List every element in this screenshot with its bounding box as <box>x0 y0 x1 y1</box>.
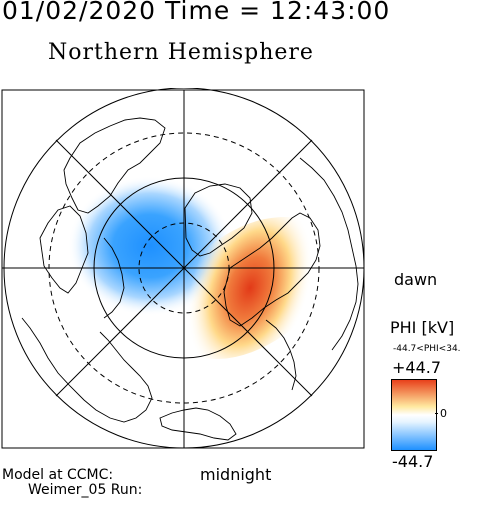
colorbar-zero-tick <box>435 413 438 414</box>
model-info: Model at CCMC: Weimer_05 Run: <box>2 468 142 498</box>
coastlines <box>21 117 359 441</box>
colorbar-max-label: +44.7 <box>392 358 442 377</box>
dawn-label: dawn <box>394 270 438 289</box>
colorbar-zero-label: 0 <box>440 407 447 420</box>
meridian-diagonal-b <box>55 139 313 397</box>
coastline-north-america <box>63 117 166 214</box>
model-line-1: Model at CCMC: <box>2 467 114 483</box>
colorbar-min-label: -44.7 <box>392 452 434 471</box>
positive-potential-cell <box>167 216 333 360</box>
coastline-pacific-islands <box>159 407 237 441</box>
coastline-canadian-archipelago <box>103 237 125 319</box>
midnight-label: midnight <box>200 465 272 484</box>
coastline-eurasia-north <box>223 212 321 327</box>
meridian-lines <box>2 90 364 448</box>
coastline-scandinavia <box>265 319 297 391</box>
coastline-siberia <box>299 157 359 351</box>
coastline-greenland <box>184 183 253 257</box>
coastline-hudson-region <box>39 205 89 294</box>
potential-pattern <box>68 176 333 360</box>
colorbar-range-text: -44.7<PHI<34. <box>393 344 461 354</box>
page-title: Northern Hemisphere <box>48 40 314 65</box>
model-line-2: Weimer_05 Run: <box>28 482 143 498</box>
colorbar-label: PHI [kV] <box>390 318 455 337</box>
coastline-eurasia-west <box>21 317 153 423</box>
polar-potential-map <box>1 88 365 449</box>
timestamp-header: 01/02/2020 Time = 12:43:00 <box>2 0 391 25</box>
colorbar <box>391 379 437 451</box>
